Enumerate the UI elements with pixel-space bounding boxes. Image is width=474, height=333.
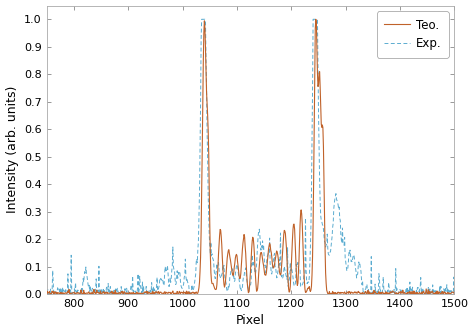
Exp. [452,289,457,293]
Teo. [224,263,229,267]
Teo. [107,291,113,295]
Exp. [424,292,429,296]
Teo. [452,291,457,295]
Exp. [285,246,291,250]
Y-axis label: Intensity (arb. units): Intensity (arb. units) [6,86,18,213]
Teo. [403,292,409,296]
Exp. [199,17,204,21]
X-axis label: Pixel: Pixel [236,314,265,327]
Exp. [450,291,456,295]
Teo. [44,292,50,296]
Teo. [350,291,356,295]
Legend: Teo., Exp.: Teo., Exp. [377,11,448,58]
Teo. [313,17,319,21]
Exp. [334,198,340,202]
Line: Exp.: Exp. [47,19,455,294]
Exp. [224,289,230,293]
Line: Teo.: Teo. [47,19,455,294]
Exp. [107,290,113,294]
Teo. [284,259,290,263]
Teo. [450,290,456,294]
Exp. [44,291,50,295]
Exp. [350,256,356,260]
Teo. [334,291,340,295]
